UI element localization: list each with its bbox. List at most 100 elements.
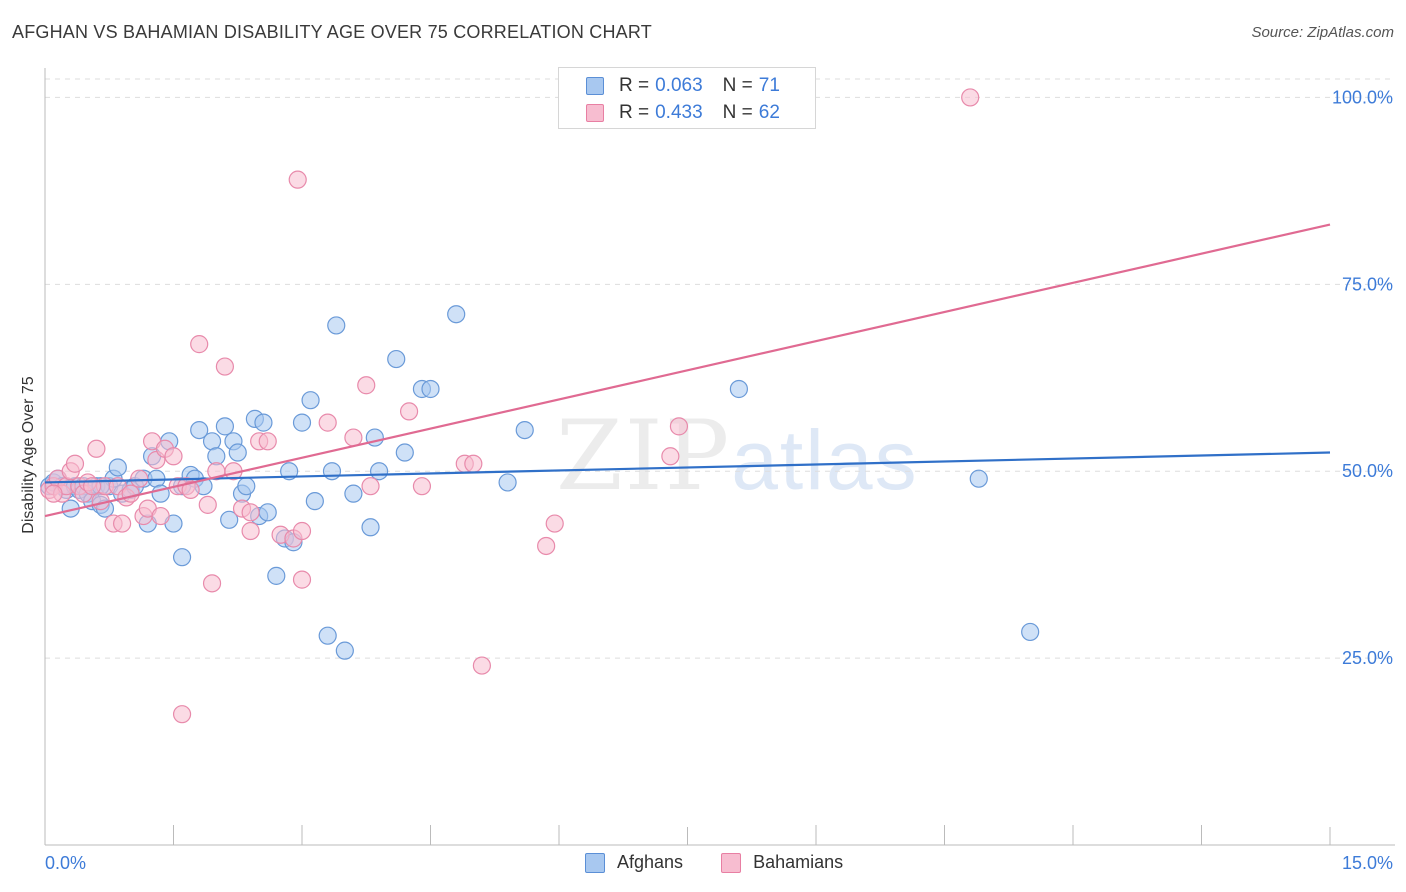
bahamians-point bbox=[361, 477, 380, 496]
legend-row-afghans: R = 0.063 N = 71 bbox=[586, 74, 780, 98]
afghans-point bbox=[395, 443, 414, 462]
bahamians-point bbox=[87, 439, 106, 458]
bahamians-point bbox=[545, 514, 564, 533]
afghans-point bbox=[318, 626, 337, 645]
legend-item-bahamians[interactable]: Bahamians bbox=[721, 852, 843, 873]
afghans-point bbox=[447, 305, 466, 324]
bahamians-point bbox=[292, 521, 312, 541]
afghans-point bbox=[344, 484, 363, 503]
n-label: N = bbox=[722, 102, 753, 123]
afghans-point bbox=[108, 458, 127, 477]
bahamians-point bbox=[412, 477, 432, 496]
bahamians-point bbox=[215, 357, 234, 376]
afghans-point bbox=[215, 417, 234, 436]
y-tick-label: 25.0% bbox=[1342, 648, 1393, 668]
legend-label-bahamians: Bahamians bbox=[753, 852, 844, 872]
afghans-point bbox=[220, 510, 239, 529]
bahamians-point bbox=[190, 335, 209, 354]
afghans-point bbox=[327, 316, 346, 335]
r-label: R = bbox=[619, 102, 650, 123]
afghans-point bbox=[267, 566, 286, 585]
afghans-point bbox=[361, 518, 380, 537]
bahamians-point bbox=[241, 521, 260, 541]
n-value: 71 bbox=[758, 75, 780, 96]
trend-lines bbox=[44, 223, 1331, 518]
bahamians-point bbox=[65, 454, 85, 473]
chart-title: AFGHAN VS BAHAMIAN DISABILITY AGE OVER 7… bbox=[12, 22, 652, 42]
afghans-swatch bbox=[586, 77, 604, 95]
afghans-swatch bbox=[585, 852, 605, 873]
afghans-point bbox=[301, 391, 320, 410]
grid-lines bbox=[45, 78, 1395, 659]
bahamians-swatch bbox=[586, 104, 604, 122]
afghans-point bbox=[498, 473, 517, 492]
afghans-point bbox=[515, 420, 534, 440]
afghans-point bbox=[254, 413, 273, 432]
n-label: N = bbox=[722, 75, 753, 96]
y-tick-label: 75.0% bbox=[1342, 274, 1393, 294]
afghans-trend-line bbox=[44, 451, 1331, 484]
bahamians-point bbox=[181, 480, 200, 500]
legend-item-afghans[interactable]: Afghans bbox=[585, 852, 683, 873]
r-value: 0.063 bbox=[655, 75, 703, 96]
afghans-point bbox=[729, 379, 749, 399]
y-tick-label: 50.0% bbox=[1342, 461, 1393, 481]
bahamians-point bbox=[961, 88, 980, 107]
afghans-point bbox=[280, 462, 299, 481]
bahamians-point bbox=[112, 514, 132, 533]
bahamians-point bbox=[288, 170, 307, 189]
bahamians-points bbox=[40, 88, 980, 724]
bahamians-point bbox=[172, 705, 192, 724]
afghans-point bbox=[258, 503, 277, 522]
bahamians-point bbox=[669, 417, 689, 436]
bahamians-point bbox=[241, 503, 260, 522]
bahamians-trend-line bbox=[44, 223, 1331, 518]
bahamians-swatch bbox=[721, 852, 742, 873]
bahamians-point bbox=[344, 428, 363, 447]
bahamians-point bbox=[292, 570, 312, 589]
bahamians-point bbox=[151, 506, 170, 526]
afghans-point bbox=[305, 492, 324, 511]
bahamians-point bbox=[258, 432, 277, 451]
watermark-atlas: atlas bbox=[731, 413, 919, 507]
afghans-point bbox=[370, 462, 389, 481]
tick-labels: 25.0% 50.0% 75.0% 100.0% 0.0% 15.0% bbox=[45, 87, 1393, 873]
correlation-legend: R = 0.063 N = 71 R = 0.433 N = 62 bbox=[558, 67, 816, 129]
afghans-point bbox=[202, 432, 222, 451]
watermark-zip: ZIP bbox=[556, 400, 732, 512]
bahamians-point bbox=[318, 413, 337, 432]
bahamians-point bbox=[198, 495, 217, 514]
afghans-point bbox=[421, 379, 440, 399]
legend-row-bahamians: R = 0.433 N = 62 bbox=[586, 101, 780, 125]
bahamians-point bbox=[130, 469, 149, 488]
afghans-point bbox=[172, 548, 192, 567]
bahamians-point bbox=[357, 376, 376, 395]
afghans-point bbox=[190, 420, 209, 440]
x-tick-label-min: 0.0% bbox=[45, 853, 86, 873]
afghans-point bbox=[292, 413, 312, 432]
watermark: ZIPatlas bbox=[556, 400, 919, 512]
series-legend: Afghans Bahamians bbox=[585, 852, 881, 873]
bahamians-point bbox=[472, 656, 491, 675]
y-tick-label: 100.0% bbox=[1332, 87, 1393, 107]
afghans-point bbox=[237, 477, 256, 496]
source-label: Source: ZipAtlas.com bbox=[1251, 24, 1394, 41]
bahamians-point bbox=[164, 447, 183, 466]
x-tick-label-max: 15.0% bbox=[1342, 853, 1393, 873]
r-value: 0.433 bbox=[655, 102, 703, 123]
afghans-point bbox=[969, 469, 988, 488]
axes bbox=[44, 68, 1395, 846]
afghans-point bbox=[228, 443, 247, 462]
n-value: 62 bbox=[758, 102, 780, 123]
afghans-point bbox=[335, 641, 354, 660]
bahamians-point bbox=[537, 536, 556, 556]
bahamians-point bbox=[464, 454, 483, 473]
r-label: R = bbox=[619, 75, 650, 96]
afghans-point bbox=[387, 349, 406, 369]
bahamians-point bbox=[399, 402, 419, 421]
bahamians-point bbox=[44, 484, 63, 503]
legend-label-afghans: Afghans bbox=[617, 852, 684, 872]
bahamians-point bbox=[121, 484, 140, 503]
bahamians-point bbox=[202, 574, 222, 593]
